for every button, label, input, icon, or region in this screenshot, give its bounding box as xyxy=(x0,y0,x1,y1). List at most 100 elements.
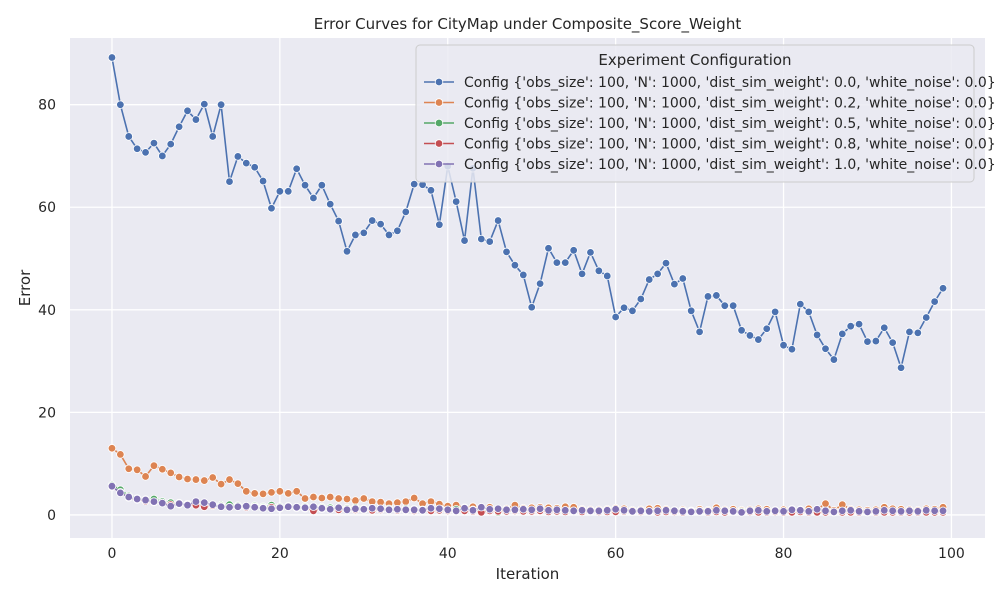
data-point xyxy=(250,503,259,512)
data-point xyxy=(880,506,889,515)
data-point xyxy=(762,507,771,516)
data-point xyxy=(787,345,797,354)
legend: Experiment Configuration Config {'obs_si… xyxy=(415,44,996,183)
tick-labels: 0 20 40 60 80 100 0 20 40 60 80 xyxy=(38,98,965,562)
data-point xyxy=(527,505,536,514)
data-point xyxy=(242,502,251,511)
data-point xyxy=(132,465,142,474)
series-line xyxy=(111,57,944,369)
data-point xyxy=(292,503,301,512)
data-point xyxy=(485,505,494,514)
data-point xyxy=(745,506,755,516)
data-point xyxy=(242,487,251,496)
data-point xyxy=(267,488,276,497)
data-point xyxy=(183,500,192,510)
data-point xyxy=(745,331,755,340)
data-point xyxy=(594,266,604,276)
data-point xyxy=(334,494,343,503)
data-point xyxy=(107,482,117,491)
data-point xyxy=(141,495,150,505)
legend-marker xyxy=(434,139,444,148)
data-point xyxy=(368,216,377,225)
data-point xyxy=(527,303,536,312)
data-point xyxy=(510,260,520,270)
data-point xyxy=(384,230,394,240)
data-point xyxy=(561,506,570,515)
data-point xyxy=(653,269,662,279)
data-point xyxy=(821,344,830,353)
data-point xyxy=(174,499,184,508)
data-point xyxy=(292,487,301,496)
data-point xyxy=(258,176,268,186)
data-point xyxy=(158,465,167,474)
data-point xyxy=(418,506,427,515)
data-point xyxy=(686,507,696,517)
data-point xyxy=(762,324,771,333)
data-point xyxy=(796,299,805,309)
data-point xyxy=(401,505,410,514)
data-point xyxy=(191,115,201,124)
data-point xyxy=(863,507,872,517)
data-point xyxy=(309,502,318,511)
data-point xyxy=(107,53,117,62)
data-point xyxy=(460,236,469,245)
data-point xyxy=(577,269,587,279)
data-point xyxy=(670,506,679,516)
data-point xyxy=(208,473,217,482)
series-1 xyxy=(107,444,948,516)
data-point xyxy=(552,505,562,514)
data-point xyxy=(502,247,511,257)
data-point xyxy=(678,274,687,283)
data-point xyxy=(888,338,897,347)
data-point xyxy=(477,503,486,512)
legend-label: Config {'obs_size': 100, 'N': 1000, 'dis… xyxy=(464,96,996,112)
y-tick-label: 0 xyxy=(47,508,56,524)
data-point xyxy=(829,507,839,517)
data-point xyxy=(636,506,646,516)
chart-title: Error Curves for CityMap under Composite… xyxy=(314,15,742,34)
data-point xyxy=(124,464,133,473)
data-point xyxy=(770,307,780,317)
data-point xyxy=(594,506,604,516)
data-point xyxy=(896,507,906,516)
data-point xyxy=(326,492,335,502)
data-point xyxy=(611,505,620,514)
data-point xyxy=(200,498,209,507)
data-point xyxy=(317,504,327,513)
data-point xyxy=(334,503,343,512)
data-point xyxy=(368,504,377,513)
x-tick-label: 20 xyxy=(271,546,289,562)
data-point xyxy=(326,199,335,209)
data-point xyxy=(703,292,713,301)
data-point xyxy=(846,506,855,515)
data-point xyxy=(519,505,528,514)
data-point xyxy=(544,506,553,515)
data-point xyxy=(628,507,637,516)
data-point xyxy=(132,144,142,153)
data-point xyxy=(611,312,620,322)
y-tick-label: 20 xyxy=(38,405,56,421)
legend-entry: Config {'obs_size': 100, 'N': 1000, 'dis… xyxy=(424,75,996,91)
x-tick-label: 40 xyxy=(439,546,457,562)
data-point xyxy=(510,505,520,514)
data-point xyxy=(401,207,410,217)
data-point xyxy=(519,270,528,280)
data-point xyxy=(124,492,133,502)
data-point xyxy=(284,187,293,196)
data-point xyxy=(779,507,788,516)
data-point xyxy=(619,303,629,312)
data-point xyxy=(309,492,318,502)
data-point xyxy=(670,279,679,289)
data-point xyxy=(502,505,511,514)
legend-label: Config {'obs_size': 100, 'N': 1000, 'dis… xyxy=(464,137,996,153)
legend-marker xyxy=(434,118,444,128)
data-point xyxy=(275,187,285,196)
legend-label: Config {'obs_size': 100, 'N': 1000, 'dis… xyxy=(464,116,996,132)
data-point xyxy=(183,474,192,484)
data-point xyxy=(754,335,763,344)
data-point xyxy=(485,237,494,246)
data-point xyxy=(720,506,729,516)
data-point xyxy=(250,489,259,498)
data-point xyxy=(300,180,310,190)
legend-label: Config {'obs_size': 100, 'N': 1000, 'dis… xyxy=(464,157,996,173)
